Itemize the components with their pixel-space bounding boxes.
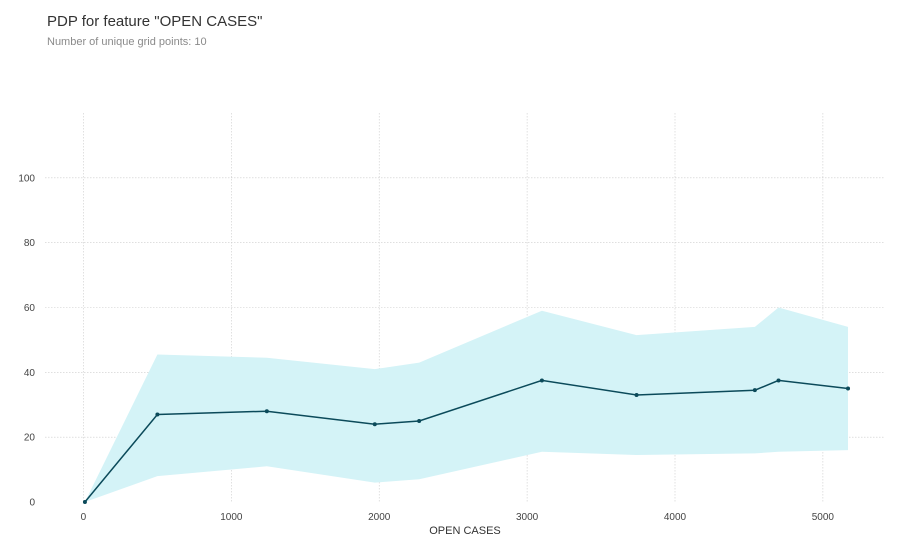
pdp-point [539, 378, 544, 383]
pdp-point [82, 500, 87, 504]
x-tick-label: 3000 [516, 512, 539, 523]
pdp-point [846, 386, 851, 391]
y-tick-label: 80 [24, 238, 36, 249]
pdp-point [372, 422, 377, 427]
x-tick-label: 4000 [664, 512, 687, 523]
chart-title: PDP for feature "OPEN CASES" [47, 13, 263, 30]
y-tick-label: 60 [24, 303, 36, 314]
y-tick-label: 20 [24, 433, 36, 444]
pdp-point [752, 388, 757, 393]
pdp-line [84, 379, 849, 503]
y-tick-label: 100 [18, 173, 35, 184]
chart-subtitle: Number of unique grid points: 10 [47, 36, 207, 48]
x-tick-label: 0 [81, 512, 87, 523]
y-tick-label: 0 [29, 498, 35, 509]
pdp-point [264, 409, 269, 414]
pdp-point [155, 412, 160, 417]
pdp-point [776, 378, 781, 383]
y-tick-labels: 0 20 40 60 80 100 [18, 173, 35, 508]
x-tick-label: 5000 [812, 512, 835, 523]
pdp-point [634, 393, 639, 398]
x-tick-labels: 0 1000 2000 3000 4000 5000 [81, 512, 835, 523]
x-tick-label: 1000 [220, 512, 243, 523]
pdp-point [417, 418, 422, 423]
x-tick-label: 2000 [368, 512, 391, 523]
x-axis-label: OPEN CASES [429, 525, 501, 537]
pdp-points [82, 378, 851, 504]
pdp-line-path [84, 379, 849, 503]
y-tick-label: 40 [24, 368, 36, 379]
